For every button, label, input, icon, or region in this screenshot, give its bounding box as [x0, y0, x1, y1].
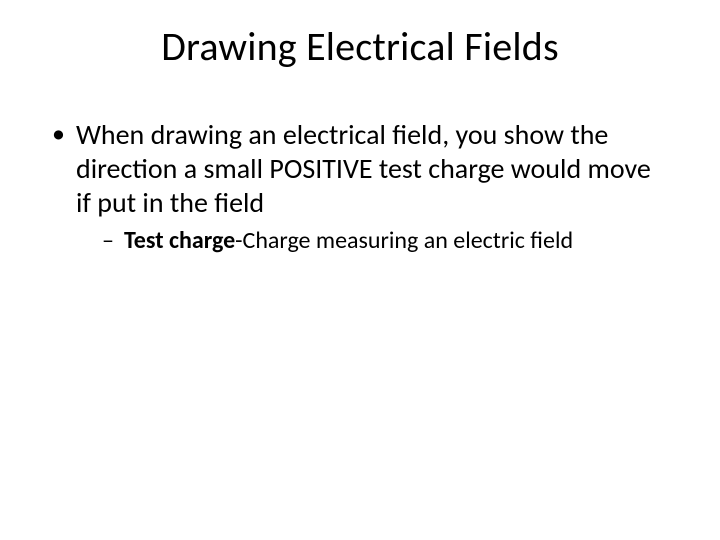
bullet-text: When drawing an electrical field, you sh… [76, 117, 651, 220]
slide: Drawing Electrical Fields When drawing a… [0, 0, 720, 540]
sub-bullet-item: Test charge-Charge measuring an electric… [102, 226, 660, 256]
bullet-list-level2: Test charge-Charge measuring an electric… [76, 226, 660, 256]
sub-bullet-rest: -Charge measuring an electric field [235, 226, 573, 255]
bullet-item: When drawing an electrical field, you sh… [48, 118, 660, 256]
sub-bullet-bold: Test charge [124, 226, 235, 255]
slide-title: Drawing Electrical Fields [0, 22, 720, 71]
slide-body: When drawing an electrical field, you sh… [48, 118, 660, 256]
bullet-list-level1: When drawing an electrical field, you sh… [48, 118, 660, 256]
